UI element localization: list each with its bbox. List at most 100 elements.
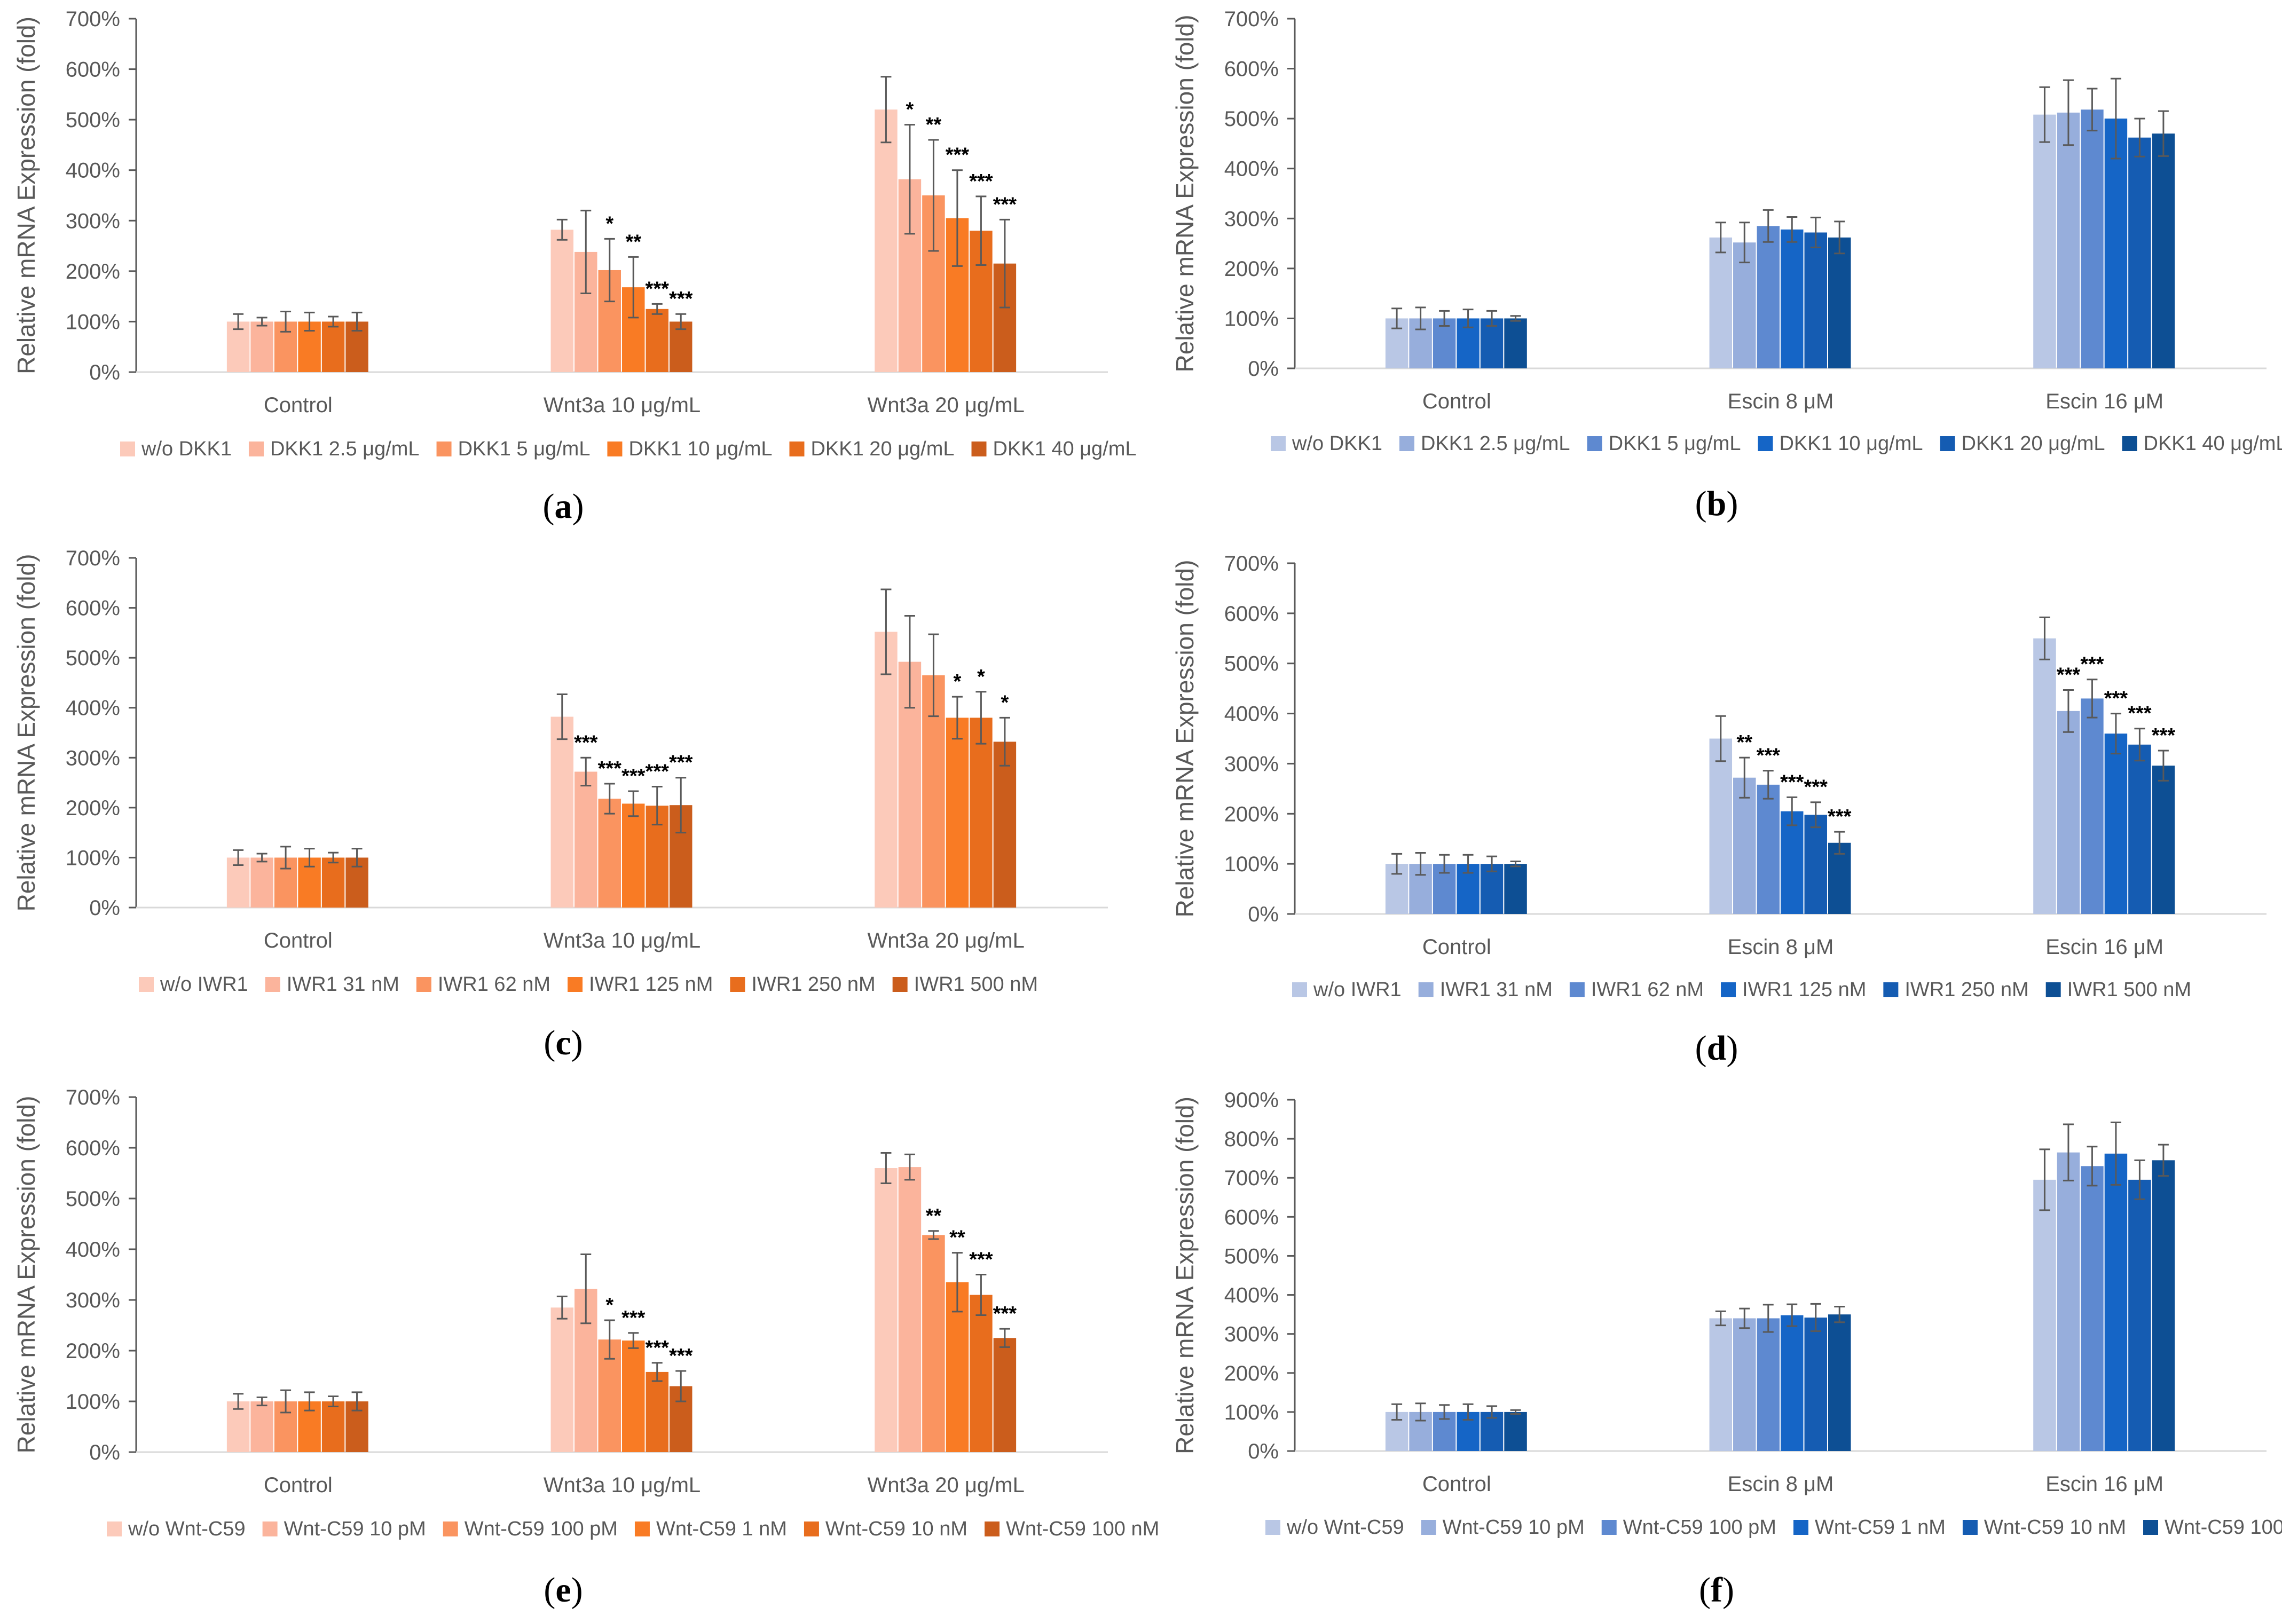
legend-label: Wnt-C59 100 pM — [465, 1518, 618, 1540]
legend-swatch — [971, 442, 987, 456]
y-axis-title: Relative mRNA Expression (fold) — [1171, 560, 1199, 918]
legend-swatch — [568, 977, 583, 992]
legend-swatch — [1292, 982, 1307, 997]
bar-d-0-4 — [1480, 864, 1504, 914]
legend-label: DKK1 5 μg/mL — [458, 438, 591, 460]
legend-label: w/o Wnt-C59 — [1286, 1516, 1404, 1539]
legend-label: DKK1 40 μg/mL — [2144, 432, 2282, 455]
significance-mark: ** — [949, 1227, 965, 1249]
legend: w/o Wnt-C59 Wnt-C59 10 pM Wnt-C59 100 pM Wn… — [107, 1518, 1159, 1540]
y-tick-label: 500% — [66, 108, 120, 132]
y-tick-label: 700% — [1224, 7, 1279, 31]
bar-b-2-0 — [2033, 114, 2056, 368]
y-tick-label: 100% — [1224, 307, 1279, 330]
significance-mark: *** — [621, 1307, 646, 1329]
bar-f-1-4 — [1804, 1317, 1827, 1451]
y-tick-label: 600% — [1224, 58, 1279, 81]
y-axis-title: Relative mRNA Expression (fold) — [12, 554, 40, 912]
y-tick-label: 200% — [66, 797, 120, 820]
bar-d-2-4 — [2128, 744, 2151, 914]
bar-f-1-3 — [1781, 1315, 1804, 1451]
significance-mark: *** — [2104, 688, 2128, 710]
bar-f-2-5 — [2152, 1160, 2175, 1451]
y-tick-label: 400% — [66, 697, 120, 720]
bar-b-0-2 — [1433, 318, 1456, 368]
significance-mark: *** — [669, 752, 693, 774]
bar-b-2-1 — [2057, 112, 2080, 368]
bar-b-1-2 — [1757, 226, 1780, 368]
y-tick-label: 400% — [66, 1238, 120, 1262]
bar-a-1-0 — [550, 230, 574, 372]
bar-e-2-2 — [922, 1235, 945, 1452]
panel-label-a: (a) — [543, 487, 584, 526]
bar-b-1-4 — [1804, 232, 1827, 368]
y-tick-label: 700% — [1224, 552, 1279, 576]
legend: w/o Wnt-C59 Wnt-C59 10 pM Wnt-C59 100 pM Wn… — [1265, 1516, 2282, 1539]
bar-d-1-3 — [1781, 811, 1804, 914]
y-tick-label: 0% — [1248, 357, 1279, 381]
y-tick-label: 500% — [1224, 107, 1279, 131]
legend-swatch — [107, 1521, 122, 1536]
bar-a-0-4 — [321, 321, 345, 372]
y-tick-label: 300% — [1224, 1323, 1279, 1346]
significance-mark: *** — [946, 144, 970, 167]
significance-mark: *** — [1757, 745, 1781, 767]
bar-b-1-0 — [1709, 237, 1733, 368]
legend-label: DKK1 5 μg/mL — [1609, 432, 1741, 455]
bar-d-1-4 — [1804, 815, 1827, 914]
significance-mark: *** — [993, 1303, 1017, 1325]
y-tick-label: 300% — [66, 1289, 120, 1312]
bar-c-2-5 — [993, 742, 1017, 908]
y-tick-label: 100% — [66, 310, 120, 334]
y-axis-title: Relative mRNA Expression (fold) — [1171, 1097, 1199, 1454]
y-tick-label: 700% — [66, 547, 120, 570]
legend-label: Wnt-C59 1 nM — [656, 1518, 787, 1540]
significance-mark: * — [1001, 691, 1009, 714]
chart-panel-c: 0% 100% 200% 300% 400% 500% 600% 700% Relative m… — [12, 547, 1108, 1062]
legend-label: IWR1 31 nM — [287, 973, 399, 996]
bar-b-2-5 — [2152, 133, 2175, 368]
legend-swatch — [789, 442, 805, 456]
bar-b-1-1 — [1733, 242, 1756, 368]
legend-swatch — [1940, 436, 1955, 451]
bar-e-2-1 — [898, 1167, 922, 1452]
bar-d-2-0 — [2033, 638, 2056, 914]
legend-label: Wnt-C59 100 pM — [1623, 1516, 1776, 1539]
bar-c-2-0 — [875, 632, 898, 908]
bar-d-1-1 — [1733, 777, 1756, 914]
y-axis-title: Relative mRNA Expression (fold) — [12, 17, 40, 374]
legend-swatch — [1418, 982, 1434, 997]
legend-label: w/o DKK1 — [141, 438, 232, 460]
bar-f-2-4 — [2128, 1179, 2151, 1451]
bar-b-1-5 — [1828, 237, 1851, 368]
bar-b-1-3 — [1781, 229, 1804, 368]
bar-e-1-4 — [646, 1371, 668, 1452]
x-tick-label: Control — [264, 393, 333, 417]
bar-c-2-3 — [946, 718, 969, 908]
bar-d-2-2 — [2081, 698, 2104, 914]
y-axis-title: Relative mRNA Expression (fold) — [12, 1096, 40, 1454]
chart-panel-b: 0% 100% 200% 300% 400% 500% 600% 700% Relative m… — [1171, 7, 2282, 523]
legend-swatch — [1793, 1520, 1808, 1535]
bar-f-2-0 — [2033, 1179, 2056, 1451]
legend-label: IWR1 250 nM — [751, 973, 875, 996]
legend-label: w/o Wnt-C59 — [128, 1518, 246, 1540]
bar-c-0-4 — [321, 857, 345, 908]
legend-swatch — [1758, 436, 1773, 451]
bar-c-1-0 — [550, 716, 574, 908]
bar-c-1-3 — [622, 803, 645, 908]
legend-swatch — [248, 442, 264, 456]
significance-mark: * — [954, 671, 962, 693]
bar-e-2-4 — [970, 1295, 993, 1452]
bar-c-0-1 — [250, 857, 273, 908]
legend-label: IWR1 500 nM — [914, 973, 1038, 996]
bar-c-0-0 — [226, 857, 250, 908]
y-tick-label: 0% — [89, 896, 120, 920]
bar-f-2-1 — [2057, 1152, 2080, 1451]
bar-e-1-3 — [622, 1341, 645, 1452]
bar-d-1-0 — [1709, 738, 1733, 914]
legend-swatch — [804, 1521, 819, 1536]
y-tick-label: 0% — [89, 1441, 120, 1464]
legend-label: Wnt-C59 10 pM — [284, 1518, 426, 1540]
